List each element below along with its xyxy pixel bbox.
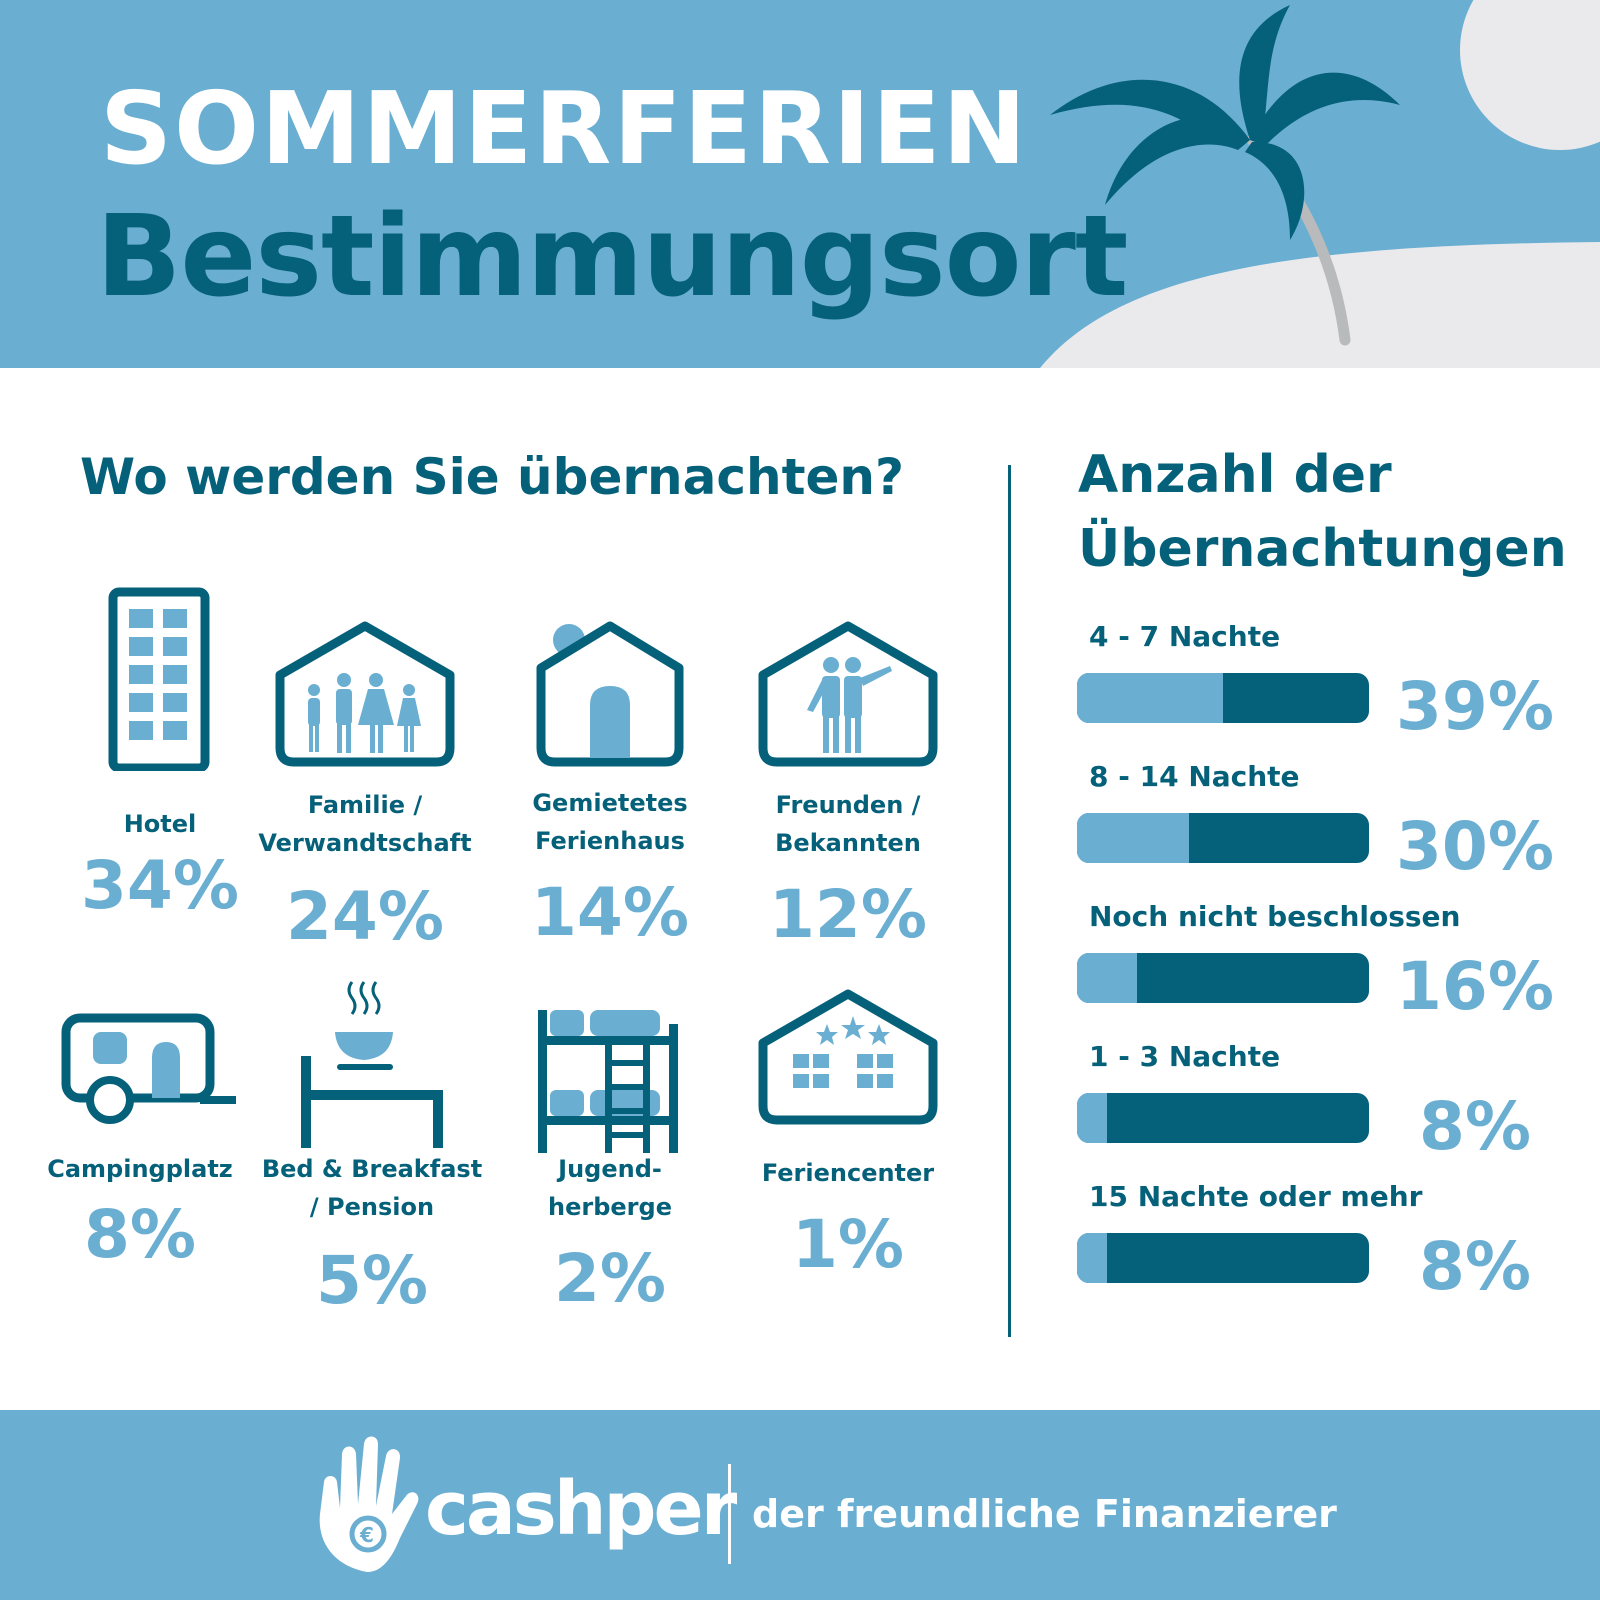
nights-question: Anzahl der Übernachtungen <box>1078 438 1567 586</box>
friends-house-icon <box>758 621 938 767</box>
cashper-hand-logo: € <box>319 1436 419 1572</box>
bar-value-label: 8% <box>1418 1088 1532 1165</box>
bar-category-label: Noch nicht beschlossen <box>1089 900 1461 933</box>
bed-breakfast-pct: 5% <box>315 1242 429 1319</box>
hotel-pct: 34% <box>81 847 239 924</box>
holiday-center-icon <box>758 989 938 1125</box>
holiday-house-label: Gemietetes Ferienhaus <box>532 789 688 855</box>
youth-hostel-label: Jugend- herberge <box>548 1155 672 1221</box>
holiday-center-label: Feriencenter <box>761 1159 935 1187</box>
header-banner: SOMMERFERIEN Bestimmungsort <box>0 0 1600 368</box>
family-label: Familie / Verwandtschaft <box>258 791 472 857</box>
sun-icon <box>1460 0 1600 150</box>
svg-text:€: € <box>359 1523 374 1547</box>
camping-label: Campingplatz <box>47 1155 233 1183</box>
bar-value-label: 30% <box>1396 808 1554 885</box>
bed-breakfast-label: Bed & Breakfast / Pension <box>261 1155 483 1221</box>
bar-fill <box>1077 673 1223 723</box>
accommodation-question: Wo werden Sie übernachten? <box>80 448 904 506</box>
bunk-bed-icon <box>538 1010 678 1153</box>
bar-category-label: 1 - 3 Nachte <box>1089 1040 1281 1073</box>
palm-beach-illustration <box>1040 0 1600 368</box>
hotel-label: Hotel <box>123 810 197 838</box>
bar-track <box>1077 673 1369 723</box>
bar-track <box>1077 1233 1369 1283</box>
caravan-icon <box>61 1013 236 1124</box>
bar-fill <box>1077 1233 1107 1283</box>
bar-value-label: 8% <box>1418 1228 1532 1305</box>
column-divider <box>1008 465 1011 1337</box>
holiday-house-icon <box>536 621 684 767</box>
friends-pct: 12% <box>769 876 927 953</box>
bar-track <box>1077 953 1369 1003</box>
stat-friends: Freunden / Bekannten 12% <box>728 620 968 970</box>
camping-pct: 8% <box>83 1196 197 1273</box>
holiday-center-pct: 1% <box>791 1206 905 1283</box>
bar-track <box>1077 1093 1369 1143</box>
bed-breakfast-icon <box>301 981 443 1148</box>
nights-question-text: Anzahl der Übernachtungen <box>1078 445 1567 579</box>
palm-leaves <box>1050 5 1400 240</box>
holiday-house-pct: 14% <box>531 874 689 951</box>
bar-value-label: 39% <box>1396 668 1554 745</box>
bar-category-label: 15 Nachte oder mehr <box>1089 1180 1423 1213</box>
youth-hostel-pct: 2% <box>553 1240 667 1317</box>
stat-camping: Campingplatz 8% <box>20 1000 260 1300</box>
header-title-line1: SOMMERFERIEN <box>100 70 1029 187</box>
brand-name: cashper <box>425 1466 737 1552</box>
bar-category-label: 4 - 7 Nachte <box>1089 620 1281 653</box>
stat-family: Familie / Verwandtschaft 24% <box>245 620 485 970</box>
tagline: der freundliche Finanzierer <box>752 1492 1337 1536</box>
footer-separator <box>728 1464 731 1564</box>
bar-fill <box>1077 953 1137 1003</box>
family-house-icon <box>275 621 455 767</box>
hotel-icon <box>108 587 210 771</box>
stat-bed-breakfast: Bed & Breakfast / Pension 5% <box>252 980 492 1320</box>
bar-track <box>1077 813 1369 863</box>
family-pct: 24% <box>286 878 444 955</box>
friends-label: Freunden / Bekannten <box>775 791 921 857</box>
bar-value-label: 16% <box>1396 948 1554 1025</box>
bar-category-label: 8 - 14 Nachte <box>1089 760 1300 793</box>
stat-hotel: Hotel 34% <box>40 585 280 935</box>
bar-fill <box>1077 1093 1107 1143</box>
stat-youth-hostel: Jugend- herberge 2% <box>490 1010 730 1317</box>
stat-holiday-center: Feriencenter 1% <box>728 988 968 1288</box>
stat-holiday-house: Gemietetes Ferienhaus 14% <box>490 620 730 970</box>
island-shape <box>1040 242 1600 368</box>
header-title-line2: Bestimmungsort <box>96 192 1128 322</box>
bar-fill <box>1077 813 1190 863</box>
footer: € cashper der freundliche Finanzierer <box>0 1410 1600 1600</box>
